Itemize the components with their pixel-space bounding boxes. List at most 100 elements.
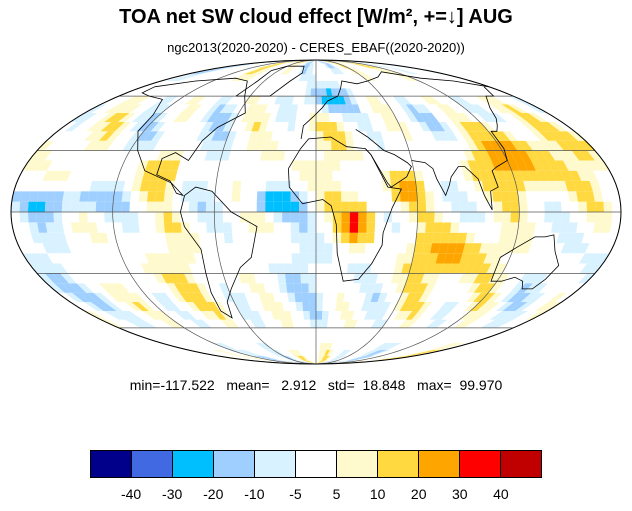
field-cell [103, 104, 125, 113]
field-cell [368, 63, 402, 69]
field-cell [294, 343, 302, 350]
field-cell [217, 335, 235, 343]
field-cell [536, 243, 549, 254]
field-cell [240, 232, 250, 244]
field-cell [316, 122, 324, 132]
field-cell [217, 88, 233, 97]
field-cell [188, 201, 198, 212]
field-cell [486, 122, 503, 132]
field-cell [213, 302, 226, 311]
field-cell [502, 96, 526, 105]
field-cell [248, 180, 258, 192]
field-cell [506, 180, 518, 192]
field-cell [375, 201, 384, 212]
field-cell [128, 160, 141, 171]
field-cell [324, 335, 331, 343]
field-cell [517, 263, 532, 274]
field-cell [136, 253, 149, 264]
field-cell [457, 302, 473, 311]
field-cell [235, 63, 267, 69]
field-cell [343, 96, 352, 105]
field-cell [164, 150, 177, 161]
field-cell [135, 88, 159, 97]
field-cell [439, 88, 459, 97]
field-cell [106, 96, 130, 105]
field-cell [81, 180, 93, 192]
field-cell [173, 327, 193, 336]
field-cell [450, 273, 464, 284]
field-cell [483, 253, 496, 264]
field-cell [204, 343, 227, 350]
field-cell [369, 104, 381, 113]
field-cell [239, 212, 249, 223]
field-cell [76, 283, 94, 293]
field-cell [475, 319, 496, 328]
field-cell [425, 302, 439, 311]
field-cell [55, 253, 69, 264]
field-cell [214, 222, 224, 233]
field-cell [515, 180, 526, 192]
field-cell [148, 104, 167, 113]
field-cell [123, 311, 143, 320]
field-cell [191, 343, 216, 350]
field-cell [344, 131, 354, 141]
field-cell [538, 283, 556, 293]
field-cell [335, 327, 344, 336]
field-cell [416, 343, 441, 350]
field-cell [323, 63, 330, 69]
field-cell [330, 88, 338, 97]
field-cell [251, 74, 266, 81]
field-cell [475, 191, 485, 202]
field-cell [227, 335, 243, 343]
field-cell [441, 222, 452, 233]
field-cell [268, 74, 281, 81]
field-cell [357, 104, 368, 113]
field-cell [355, 253, 365, 264]
field-cell [225, 74, 245, 81]
field-cell [296, 335, 304, 343]
field-cell [473, 292, 489, 302]
field-cell [226, 253, 237, 264]
field-cell [173, 81, 196, 89]
field-cell [184, 140, 197, 151]
field-cell [286, 131, 295, 141]
field-cell [11, 191, 23, 202]
field-cell [93, 292, 112, 302]
field-cell [260, 355, 283, 361]
field-cell [237, 335, 252, 343]
field-cell [204, 349, 234, 356]
field-cell [258, 349, 275, 356]
field-cell [123, 180, 134, 192]
field-cell [122, 273, 137, 284]
field-cell [206, 104, 221, 113]
field-cell [343, 319, 352, 328]
field-cell [264, 104, 275, 113]
field-cell [473, 140, 487, 151]
field-cell [298, 319, 305, 328]
field-cell [489, 104, 509, 113]
field-cell [414, 319, 430, 328]
field-cell [387, 349, 413, 356]
field-cell [140, 150, 154, 161]
field-cell [396, 349, 424, 356]
field-cell [316, 232, 325, 244]
field-cell [380, 327, 393, 336]
field-cell [172, 150, 185, 161]
field-cell [157, 327, 179, 336]
field-cell [52, 150, 68, 161]
field-cell [309, 302, 316, 311]
field-cell [308, 122, 316, 132]
field-cell [232, 335, 248, 343]
field-cell [137, 273, 152, 284]
field-cell [265, 68, 281, 75]
field-cell [448, 180, 459, 192]
field-cell [232, 311, 245, 320]
field-cell [199, 243, 210, 254]
field-cell [352, 63, 377, 69]
field-cell [585, 243, 598, 254]
field-cell [471, 104, 490, 113]
field-cell [552, 170, 565, 181]
field-cell [247, 302, 259, 311]
field-cell [316, 60, 318, 64]
field-cell [254, 302, 265, 311]
